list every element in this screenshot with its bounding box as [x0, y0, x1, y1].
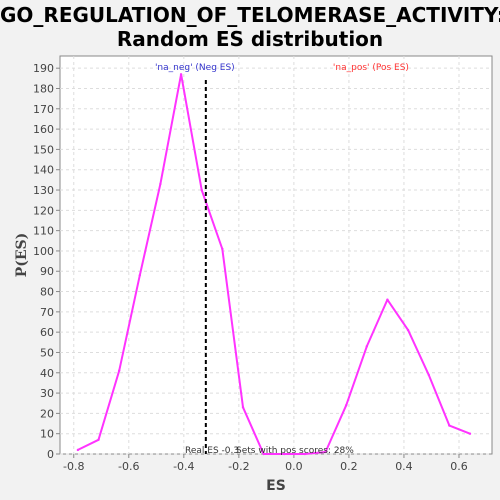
x-tick-label: 0.4 — [395, 460, 413, 473]
y-tick-label: 60 — [40, 326, 54, 339]
y-tick-label: 40 — [40, 367, 54, 380]
x-axis: -0.8 -0.6 -0.4 -0.2 0.0 0.2 0.4 0.6 — [63, 454, 468, 473]
y-tick-label: 50 — [40, 346, 54, 359]
y-tick-label: 180 — [33, 82, 54, 95]
data-point — [262, 452, 265, 456]
x-tick-label: -0.4 — [173, 460, 194, 473]
data-point — [386, 298, 389, 301]
y-tick-label: 190 — [33, 62, 54, 75]
es-distribution-line — [77, 73, 471, 455]
data-point — [159, 182, 162, 186]
data-point — [76, 448, 80, 452]
data-point — [97, 438, 100, 441]
y-tick-label: 20 — [40, 407, 54, 420]
plot-area — [59, 55, 493, 455]
y-axis-label: P(ES) — [14, 233, 30, 278]
pos-es-label: 'na_pos' (Pos ES) — [333, 63, 409, 73]
y-tick-label: 80 — [40, 286, 54, 299]
data-point — [324, 450, 327, 454]
x-tick-label: 0.6 — [450, 460, 468, 473]
y-tick-label: 130 — [33, 184, 54, 197]
x-tick-label: 0.2 — [340, 460, 358, 473]
data-point — [241, 406, 245, 409]
data-point — [344, 404, 348, 407]
y-tick-label: 140 — [33, 164, 54, 177]
y-tick-label: 150 — [33, 143, 54, 156]
chart-title: GO_REGULATION_OF_TELOMERASE_ACTIVITY: — [0, 3, 500, 27]
x-tick-label: -0.6 — [118, 460, 139, 473]
series-layer — [76, 73, 472, 456]
y-tick-label: 110 — [33, 225, 54, 238]
data-point — [221, 247, 224, 251]
grid — [60, 56, 492, 455]
y-tick-label: 100 — [33, 245, 54, 258]
neg-es-label: 'na_neg' (Neg ES) — [155, 63, 235, 73]
x-axis-label: ES — [266, 478, 286, 494]
y-tick-label: 0 — [47, 448, 54, 461]
y-tick-label: 10 — [40, 428, 54, 441]
data-point — [468, 432, 472, 435]
x-tick-label: -0.2 — [228, 460, 249, 473]
data-point — [200, 188, 203, 192]
x-tick-label: -0.8 — [63, 460, 84, 473]
data-point — [179, 73, 183, 76]
data-point — [138, 274, 141, 277]
y-tick-label: 160 — [33, 123, 54, 136]
y-tick-label: 170 — [33, 103, 54, 116]
data-point — [303, 452, 307, 456]
pos-scores-label: Sets with pos scores: 28% — [236, 446, 354, 456]
y-tick-label: 90 — [40, 265, 54, 278]
y-tick-label: 120 — [33, 204, 54, 217]
chart-subtitle: Random ES distribution — [116, 27, 384, 51]
real-es-label: Real ES -0.3 — [185, 446, 239, 456]
data-point — [406, 328, 410, 332]
data-point — [427, 373, 430, 377]
data-point — [448, 424, 451, 427]
data-point — [365, 345, 369, 348]
y-axis: 0 10 20 30 40 50 60 70 80 90 100 110 120 130 140 150 160… — [33, 62, 60, 461]
data-point — [283, 452, 286, 456]
y-tick-label: 30 — [40, 387, 54, 400]
x-tick-label: 0.0 — [285, 460, 303, 473]
data-point — [117, 369, 121, 372]
y-tick-label: 70 — [40, 306, 54, 319]
